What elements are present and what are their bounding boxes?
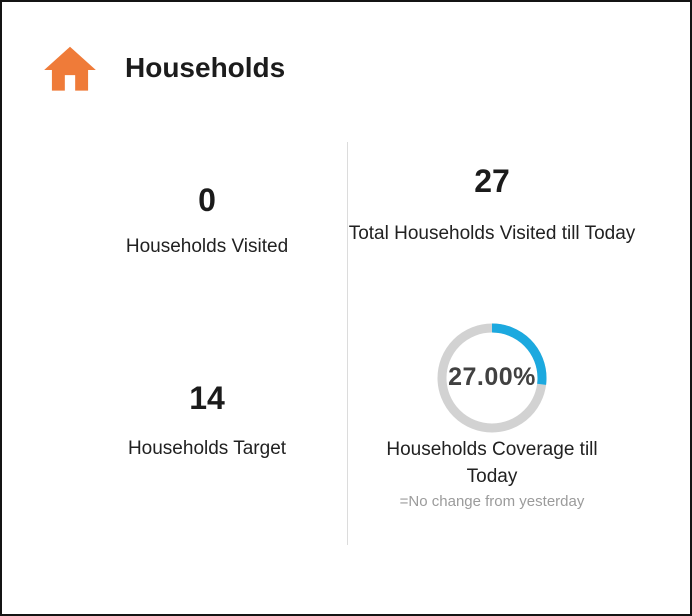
home-icon-shape [44,46,96,91]
column-divider [347,142,348,545]
households-target-value: 14 [189,380,225,416]
stat-households-target: 14 Households Target [47,382,367,462]
coverage-donut-progress [437,323,547,433]
page-title: Households [125,52,286,83]
stat-households-coverage: 27.00% Households Coverage till Today =N… [346,322,638,510]
households-visited-label: Households Visited [125,236,289,257]
total-households-visited-value: 27 [474,163,510,199]
total-households-visited-label: Total Households Visited till Today [348,223,636,244]
households-coverage-label: Households Coverage till Today [386,439,598,487]
home-icon [44,46,96,91]
stat-total-households-visited: 27 Total Households Visited till Today [346,165,638,247]
households-target-label: Households Target [127,438,287,459]
coverage-donut: 27.00% [436,322,548,434]
coverage-change-note: =No change from yesterday [399,493,585,510]
households-visited-value: 0 [198,182,216,218]
stat-households-visited: 0 Households Visited [47,184,367,260]
coverage-percent-label: 27.00% [448,362,536,391]
